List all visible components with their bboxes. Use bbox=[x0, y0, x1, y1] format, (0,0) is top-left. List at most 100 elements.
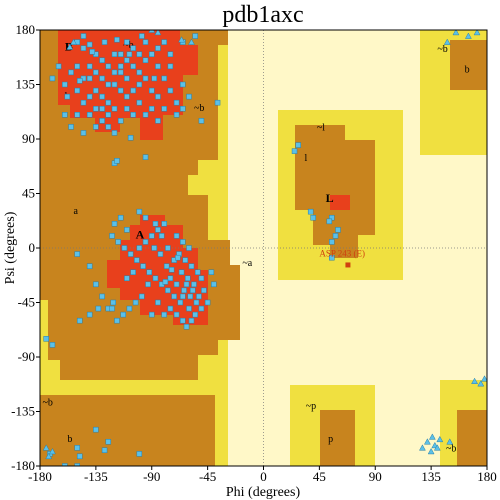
residue-point bbox=[140, 263, 146, 269]
residue-point bbox=[151, 245, 157, 251]
outlier-label: ASP 243 (E) bbox=[319, 248, 365, 258]
residue-point bbox=[130, 63, 136, 70]
residue-point bbox=[117, 87, 124, 94]
residue-point bbox=[188, 263, 195, 269]
residue-point bbox=[62, 463, 68, 466]
residue-point bbox=[93, 69, 99, 76]
residue-point bbox=[173, 233, 180, 239]
residue-point bbox=[136, 51, 143, 57]
residue-point bbox=[193, 299, 200, 306]
residue-point bbox=[198, 118, 205, 124]
residue-point bbox=[127, 135, 134, 141]
allowed-region-left-handed bbox=[295, 125, 375, 258]
residue-point bbox=[101, 447, 108, 454]
residue-point bbox=[149, 233, 155, 239]
allowed-region-top-right bbox=[450, 40, 487, 90]
residue-point bbox=[175, 254, 181, 261]
residue-point bbox=[155, 299, 161, 306]
residue-point bbox=[149, 87, 155, 94]
residue-point bbox=[142, 75, 149, 82]
residue-point bbox=[201, 287, 207, 294]
x-tick-label: -90 bbox=[143, 469, 160, 484]
residue-point bbox=[120, 311, 126, 318]
residue-point bbox=[161, 221, 167, 227]
residue-point bbox=[109, 305, 115, 312]
residue-point bbox=[132, 299, 139, 306]
residue-point bbox=[136, 69, 143, 76]
y-tick-label: -180 bbox=[11, 458, 35, 473]
x-tick-label: 180 bbox=[477, 469, 497, 484]
y-tick-label: 180 bbox=[16, 22, 36, 37]
residue-point bbox=[115, 239, 121, 245]
residue-point bbox=[76, 453, 83, 460]
residue-point bbox=[155, 227, 161, 233]
residue-point bbox=[167, 51, 174, 57]
residue-point bbox=[178, 269, 185, 275]
residue-point bbox=[136, 245, 143, 251]
residue-point bbox=[74, 63, 80, 70]
residue-point bbox=[155, 93, 161, 100]
residue-point bbox=[186, 245, 192, 251]
residue-point bbox=[55, 63, 62, 70]
residue-point bbox=[95, 305, 102, 312]
residue-point bbox=[127, 251, 134, 257]
residue-point bbox=[186, 93, 192, 100]
residue-point bbox=[142, 239, 149, 245]
x-tick-label: 45 bbox=[313, 469, 326, 484]
residue-point bbox=[124, 105, 130, 112]
residue-point bbox=[109, 233, 115, 239]
residue-point bbox=[161, 311, 167, 318]
residue-point bbox=[180, 317, 186, 324]
residue-point bbox=[76, 317, 83, 324]
residue-point bbox=[93, 426, 99, 433]
residue-point bbox=[80, 99, 87, 106]
residue-point bbox=[180, 105, 186, 112]
glycine-point bbox=[452, 30, 460, 36]
residue-point bbox=[99, 75, 105, 82]
residue-point bbox=[130, 45, 136, 51]
allowed-region-p bbox=[320, 410, 355, 466]
residue-point bbox=[117, 51, 124, 57]
residue-point bbox=[142, 112, 149, 118]
residue-point bbox=[114, 317, 120, 324]
residue-point bbox=[329, 254, 335, 261]
glycine-point bbox=[148, 30, 156, 33]
residue-point bbox=[124, 39, 130, 45]
residue-point bbox=[68, 124, 74, 130]
region-label: ~b bbox=[194, 103, 204, 114]
residue-point bbox=[99, 93, 105, 100]
glycine-point bbox=[428, 433, 436, 440]
residue-point bbox=[136, 208, 143, 215]
residue-point bbox=[136, 81, 143, 88]
residue-point bbox=[204, 299, 211, 306]
outlier-point bbox=[345, 262, 351, 268]
residue-point bbox=[124, 75, 130, 82]
region-label: ~b bbox=[123, 40, 133, 51]
glycine-point bbox=[188, 38, 195, 45]
region-label: L bbox=[326, 191, 334, 205]
residue-point bbox=[86, 112, 93, 118]
allowed-region-bottom-left bbox=[40, 395, 215, 466]
residue-point bbox=[167, 63, 174, 70]
y-tick-label: 90 bbox=[22, 131, 35, 146]
glycine-point bbox=[443, 38, 451, 45]
residue-point bbox=[192, 33, 198, 39]
residue-point bbox=[139, 33, 145, 39]
residue-point bbox=[142, 39, 149, 45]
residue-point bbox=[173, 311, 180, 318]
residue-point bbox=[186, 305, 192, 312]
residue-point bbox=[62, 81, 68, 88]
x-tick-label: -180 bbox=[28, 469, 52, 484]
residue-point bbox=[121, 245, 128, 251]
residue-point bbox=[161, 105, 167, 112]
axes: -180 -135 -90 -45 0 45 90 135 180 180 135 90 45 0 -45 -… bbox=[11, 22, 497, 484]
residue-point bbox=[146, 269, 153, 275]
residue-point bbox=[80, 33, 87, 39]
residue-point bbox=[74, 445, 80, 451]
residue-point bbox=[93, 281, 99, 288]
residue-point bbox=[110, 299, 117, 306]
residue-point bbox=[181, 287, 187, 294]
residue-point bbox=[152, 221, 159, 227]
residue-point bbox=[117, 69, 124, 76]
x-tick-label: -45 bbox=[199, 469, 216, 484]
